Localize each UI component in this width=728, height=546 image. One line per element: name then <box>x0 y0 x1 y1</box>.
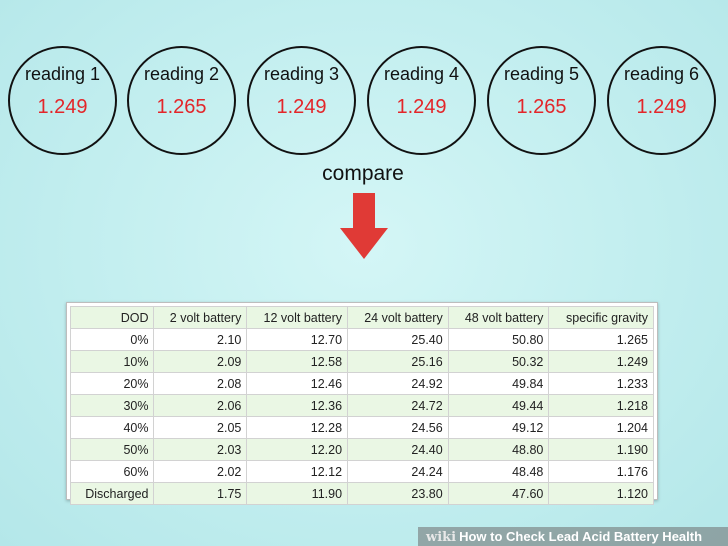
table-cell: 24.40 <box>347 438 449 461</box>
table-cell: 2.08 <box>153 372 248 395</box>
table-cell: 1.176 <box>548 460 654 483</box>
table-cell: 25.40 <box>347 328 449 351</box>
compare-label: compare <box>322 162 404 185</box>
table-row: 30% 2.06 12.36 24.72 49.44 1.218 <box>69 394 654 417</box>
table-cell: 1.265 <box>548 328 654 351</box>
table-cell: 2.09 <box>153 350 248 373</box>
column-header: 2 volt battery <box>153 306 248 329</box>
dod-table: DOD 2 volt battery 12 volt battery 24 vo… <box>69 306 654 505</box>
table-row: 20% 2.08 12.46 24.92 49.84 1.233 <box>69 372 654 395</box>
table-cell: 12.20 <box>246 438 349 461</box>
table-cell: 20% <box>69 372 155 395</box>
column-header: DOD <box>69 306 155 329</box>
table-cell: 12.70 <box>246 328 349 351</box>
table-row: 0% 2.10 12.70 25.40 50.80 1.265 <box>69 328 654 351</box>
reading-value: 1.265 <box>516 96 567 118</box>
column-header: 24 volt battery <box>347 306 449 329</box>
table-cell: 49.12 <box>447 416 550 439</box>
table-cell: Discharged <box>69 482 155 505</box>
table-cell: 30% <box>69 394 155 417</box>
table-cell: 24.56 <box>347 416 449 439</box>
table-row: 60% 2.02 12.12 24.24 48.48 1.176 <box>69 460 654 483</box>
table-cell: 12.12 <box>246 460 349 483</box>
reading-circle-5: reading 5 1.265 <box>487 46 596 155</box>
table-cell: 10% <box>69 350 155 373</box>
reading-circle-2: reading 2 1.265 <box>127 46 236 155</box>
table-cell: 12.58 <box>246 350 349 373</box>
table-cell: 2.06 <box>153 394 248 417</box>
table-cell: 60% <box>69 460 155 483</box>
table-cell: 24.72 <box>347 394 449 417</box>
reading-circle-3: reading 3 1.249 <box>247 46 356 155</box>
table-cell: 1.190 <box>548 438 654 461</box>
table-cell: 2.05 <box>153 416 248 439</box>
table-cell: 12.46 <box>246 372 349 395</box>
table-cell: 25.16 <box>347 350 449 373</box>
table-cell: 24.92 <box>347 372 449 395</box>
reading-value: 1.249 <box>396 96 447 118</box>
table-cell: 1.233 <box>548 372 654 395</box>
wikihow-watermark: wiki How to Check Lead Acid Battery Healt… <box>418 527 728 546</box>
table-cell: 2.10 <box>153 328 248 351</box>
column-header: specific gravity <box>548 306 654 329</box>
reading-circle-4: reading 4 1.249 <box>367 46 476 155</box>
table-cell: 50% <box>69 438 155 461</box>
reading-label: reading 5 <box>503 64 580 84</box>
reading-circle-6: reading 6 1.249 <box>607 46 716 155</box>
table-cell: 2.02 <box>153 460 248 483</box>
reading-label: reading 4 <box>383 64 460 84</box>
table-cell: 0% <box>69 328 155 351</box>
watermark-title: How to Check Lead Acid Battery Health <box>459 529 703 544</box>
table-header-row: DOD 2 volt battery 12 volt battery 24 vo… <box>69 306 654 329</box>
table-cell: 2.03 <box>153 438 248 461</box>
dod-table-panel: DOD 2 volt battery 12 volt battery 24 vo… <box>66 302 658 505</box>
reading-label: reading 1 <box>24 64 101 84</box>
table-cell: 1.249 <box>548 350 654 373</box>
reading-circle-1: reading 1 1.249 <box>8 46 117 155</box>
table-row: 50% 2.03 12.20 24.40 48.80 1.190 <box>69 438 654 461</box>
table-cell: 24.24 <box>347 460 449 483</box>
table-cell: 11.90 <box>246 482 349 505</box>
table-cell: 49.84 <box>447 372 550 395</box>
reading-value: 1.265 <box>156 96 207 118</box>
table-cell: 1.75 <box>153 482 248 505</box>
reading-value: 1.249 <box>636 96 687 118</box>
table-cell: 1.204 <box>548 416 654 439</box>
table-cell: 40% <box>69 416 155 439</box>
column-header: 12 volt battery <box>246 306 349 329</box>
table-cell: 23.80 <box>347 482 449 505</box>
reading-label: reading 3 <box>263 64 340 84</box>
reading-label: reading 2 <box>143 64 220 84</box>
table-cell: 48.48 <box>447 460 550 483</box>
column-header: 48 volt battery <box>447 306 550 329</box>
table-cell: 12.36 <box>246 394 349 417</box>
readings-row: reading 1 1.249 reading 2 1.265 reading … <box>0 0 728 160</box>
reading-label: reading 6 <box>623 64 700 84</box>
table-row: 10% 2.09 12.58 25.16 50.32 1.249 <box>69 350 654 373</box>
wikihow-logo: wiki <box>426 530 457 545</box>
table-cell: 50.32 <box>447 350 550 373</box>
table-row: Discharged 1.75 11.90 23.80 47.60 1.120 <box>69 482 654 505</box>
reading-value: 1.249 <box>37 96 88 118</box>
table-cell: 1.218 <box>548 394 654 417</box>
table-cell: 48.80 <box>447 438 550 461</box>
down-arrow-icon <box>340 193 388 259</box>
table-cell: 47.60 <box>447 482 550 505</box>
table-cell: 50.80 <box>447 328 550 351</box>
table-cell: 49.44 <box>447 394 550 417</box>
table-row: 40% 2.05 12.28 24.56 49.12 1.204 <box>69 416 654 439</box>
reading-value: 1.249 <box>276 96 327 118</box>
table-cell: 12.28 <box>246 416 349 439</box>
table-cell: 1.120 <box>548 482 654 505</box>
